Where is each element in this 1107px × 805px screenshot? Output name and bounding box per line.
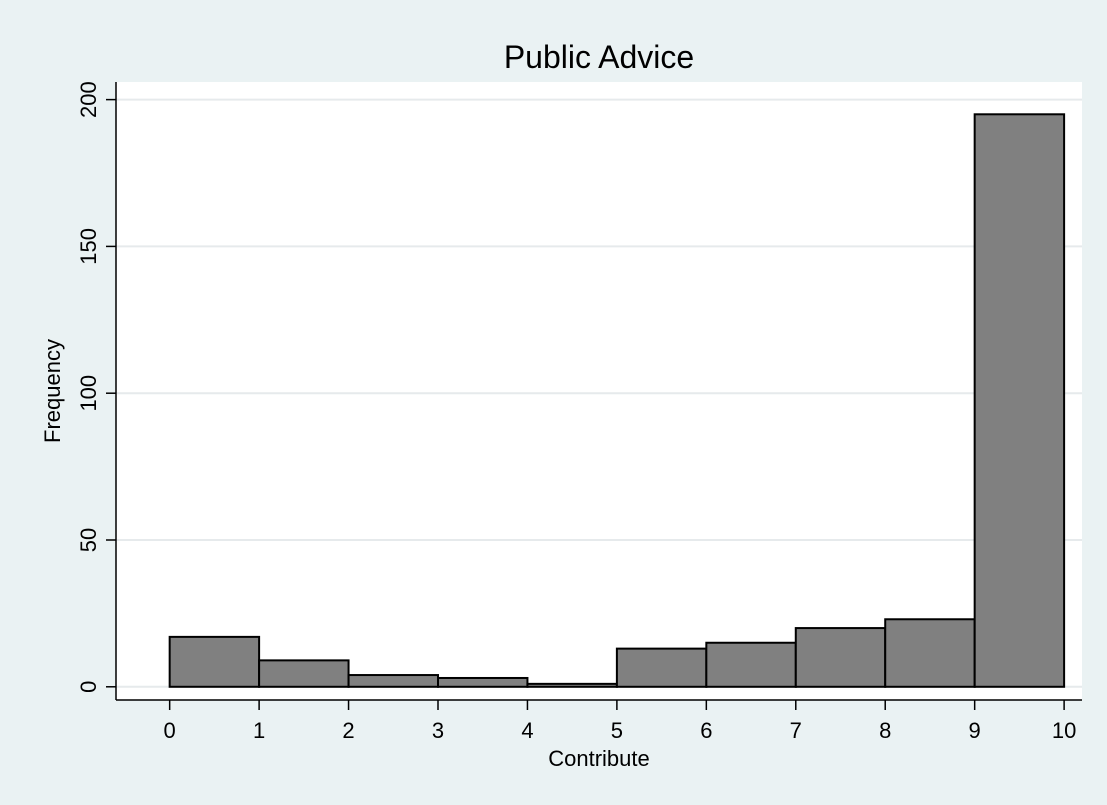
bar-1 [258,659,350,688]
x-tick-label-0: 0 [164,718,176,743]
y-tick-label-0: 0 [76,681,101,693]
bar-6 [705,641,797,688]
plot-area [116,82,1082,700]
x-tick-label-5: 5 [611,718,623,743]
x-tick-label-7: 7 [790,718,802,743]
y-tick-label-100: 100 [76,375,101,412]
bars [168,113,1066,688]
bar-4 [526,682,618,688]
bar-5 [615,647,708,688]
x-tick-label-8: 8 [879,718,891,743]
bar-2 [347,674,439,688]
bar-8 [884,618,976,688]
bar-0 [168,635,261,688]
y-tick-label-200: 200 [76,81,101,118]
chart-title: Public Advice [504,39,694,75]
x-tick-label-6: 6 [700,718,712,743]
bar-7 [794,627,887,688]
y-axis-title: Frequency [40,339,65,443]
bar-9 [973,113,1066,688]
x-tick-label-3: 3 [432,718,444,743]
x-tick-label-4: 4 [521,718,533,743]
x-tick-label-2: 2 [342,718,354,743]
y-tick-label-150: 150 [76,228,101,265]
x-tick-label-1: 1 [253,718,265,743]
x-tick-label-9: 9 [969,718,981,743]
bar-3 [437,676,529,688]
x-axis-title: Contribute [548,746,650,771]
y-tick-label-50: 50 [76,528,101,552]
x-tick-label-10: 10 [1052,718,1076,743]
